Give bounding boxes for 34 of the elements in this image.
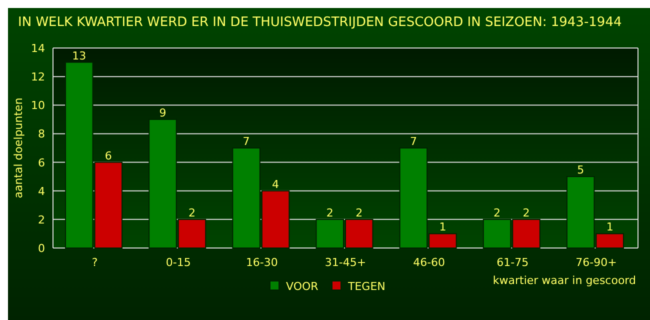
legend-label: VOOR <box>286 280 319 293</box>
data-label: 2 <box>188 206 196 220</box>
x-axis-title: kwartier waar in gescoord <box>492 274 636 287</box>
y-tick-label: 0 <box>38 242 45 255</box>
data-label: 2 <box>522 206 530 220</box>
x-tick-label: 16-30 <box>246 256 278 269</box>
y-tick-label: 2 <box>38 213 45 226</box>
x-tick-label: 0-15 <box>166 256 191 269</box>
y-axis-title: aantal doelpunten <box>12 98 25 198</box>
data-label: 7 <box>242 135 250 148</box>
data-label: 2 <box>326 206 334 220</box>
y-tick-label: 8 <box>38 128 45 141</box>
y-tick-label: 10 <box>31 99 45 112</box>
y-tick-label: 4 <box>38 184 45 198</box>
x-tick-label: 61-75 <box>496 256 529 269</box>
data-label: 1 <box>606 220 614 234</box>
data-label: 4 <box>272 178 280 191</box>
y-tick-label: 6 <box>38 156 45 170</box>
x-tick-label: 46-60 <box>413 256 446 269</box>
data-label: 2 <box>356 206 363 220</box>
y-tick-label: 12 <box>31 70 45 84</box>
data-label: 13 <box>72 49 86 62</box>
y-tick-label: 14 <box>31 42 45 55</box>
x-tick-label: ? <box>92 256 98 269</box>
legend-label: TEGEN <box>347 280 386 293</box>
x-tick-label: 31-45+ <box>324 256 366 269</box>
data-label: 5 <box>577 164 584 177</box>
data-label: 7 <box>410 135 417 148</box>
x-tick-label: 76-90+ <box>576 256 617 269</box>
data-label: 9 <box>159 106 166 120</box>
data-label: 6 <box>104 149 112 162</box>
chart-title: IN WELK KWARTIER WERD ER IN DE THUISWEDSTRIJDEN GESCOORD IN SEIZOEN: 1943-1944 <box>18 15 622 30</box>
data-label: 2 <box>494 206 501 220</box>
data-label: 1 <box>439 220 446 234</box>
